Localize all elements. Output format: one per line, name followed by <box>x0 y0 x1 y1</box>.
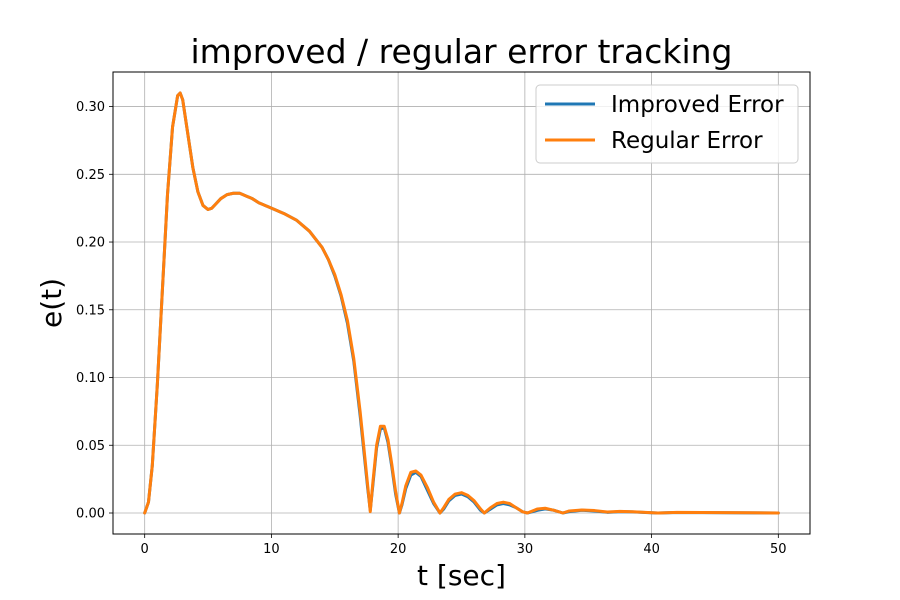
y-tick-label: 0.30 <box>76 100 105 115</box>
axis-ticks: 0 10 20 30 40 50 0.00 0.05 0.10 0.15 0.20 0.25 0.30 <box>76 100 787 557</box>
plot-frame <box>112 71 811 535</box>
legend-label-improved-error: Improved Error <box>611 92 784 118</box>
x-tick-label: 40 <box>643 542 660 557</box>
series-line-regular-error <box>143 91 780 515</box>
x-tick-label: 20 <box>390 542 407 557</box>
x-axis-label: t [sec] <box>417 559 506 592</box>
legend-label-regular-error: Regular Error <box>611 128 763 154</box>
y-tick-label: 0.05 <box>76 439 105 454</box>
x-tick-label: 10 <box>263 542 280 557</box>
y-tick-label: 0.15 <box>76 303 105 318</box>
y-tick-label: 0.20 <box>76 236 105 251</box>
x-tick-label: 0 <box>141 542 149 557</box>
y-tick-label: 0.10 <box>76 371 105 386</box>
y-tick-label: 0.25 <box>76 168 105 183</box>
legend: Improved Error Regular Error <box>535 84 799 164</box>
legend-box <box>535 84 799 164</box>
y-tick-label: 0.00 <box>76 507 105 522</box>
x-tick-label: 30 <box>517 542 534 557</box>
data-series <box>143 91 780 515</box>
chart-title: improved / regular error tracking <box>190 32 732 71</box>
x-tick-label: 50 <box>770 542 787 557</box>
grid-lines <box>113 72 810 534</box>
y-axis-label: e(t) <box>35 278 68 328</box>
